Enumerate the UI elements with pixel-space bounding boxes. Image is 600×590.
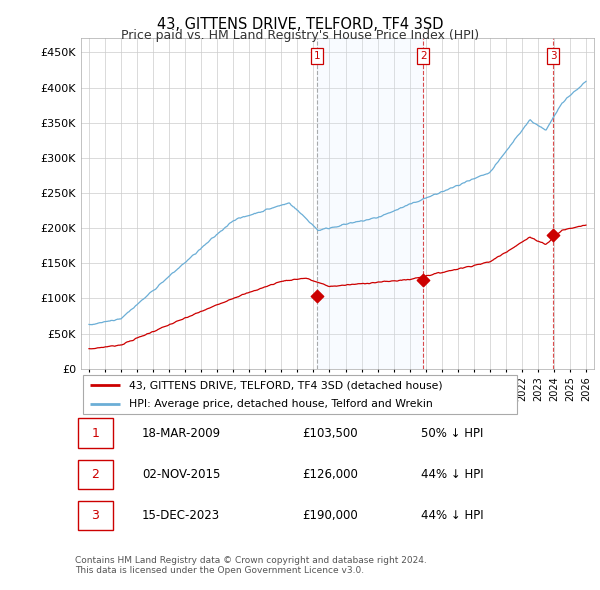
FancyBboxPatch shape [77, 460, 113, 489]
Point [418, 276, 428, 285]
Text: 18-MAR-2009: 18-MAR-2009 [142, 427, 221, 440]
Text: 44% ↓ HPI: 44% ↓ HPI [421, 468, 484, 481]
Text: Contains HM Land Registry data © Crown copyright and database right 2024.
This d: Contains HM Land Registry data © Crown c… [75, 556, 427, 575]
Text: £103,500: £103,500 [302, 427, 358, 440]
Text: Price paid vs. HM Land Registry's House Price Index (HPI): Price paid vs. HM Land Registry's House … [121, 29, 479, 42]
Text: 2: 2 [420, 51, 427, 61]
FancyBboxPatch shape [77, 501, 113, 530]
Bar [317, 38, 423, 369]
Text: 15-DEC-2023: 15-DEC-2023 [142, 509, 220, 522]
Text: 02-NOV-2015: 02-NOV-2015 [142, 468, 220, 481]
Text: 1: 1 [314, 51, 320, 61]
Text: 3: 3 [550, 51, 557, 61]
Point [312, 291, 322, 301]
Text: 2: 2 [91, 468, 99, 481]
Text: 43, GITTENS DRIVE, TELFORD, TF4 3SD: 43, GITTENS DRIVE, TELFORD, TF4 3SD [157, 17, 443, 31]
FancyBboxPatch shape [83, 375, 517, 414]
Text: £126,000: £126,000 [302, 468, 358, 481]
FancyBboxPatch shape [77, 418, 113, 448]
Text: 50% ↓ HPI: 50% ↓ HPI [421, 427, 483, 440]
Text: 3: 3 [91, 509, 99, 522]
Text: 44% ↓ HPI: 44% ↓ HPI [421, 509, 484, 522]
Text: 1: 1 [91, 427, 99, 440]
Point [548, 231, 558, 240]
Text: 43, GITTENS DRIVE, TELFORD, TF4 3SD (detached house): 43, GITTENS DRIVE, TELFORD, TF4 3SD (det… [129, 381, 443, 391]
Text: £190,000: £190,000 [302, 509, 358, 522]
Text: HPI: Average price, detached house, Telford and Wrekin: HPI: Average price, detached house, Telf… [129, 399, 433, 409]
